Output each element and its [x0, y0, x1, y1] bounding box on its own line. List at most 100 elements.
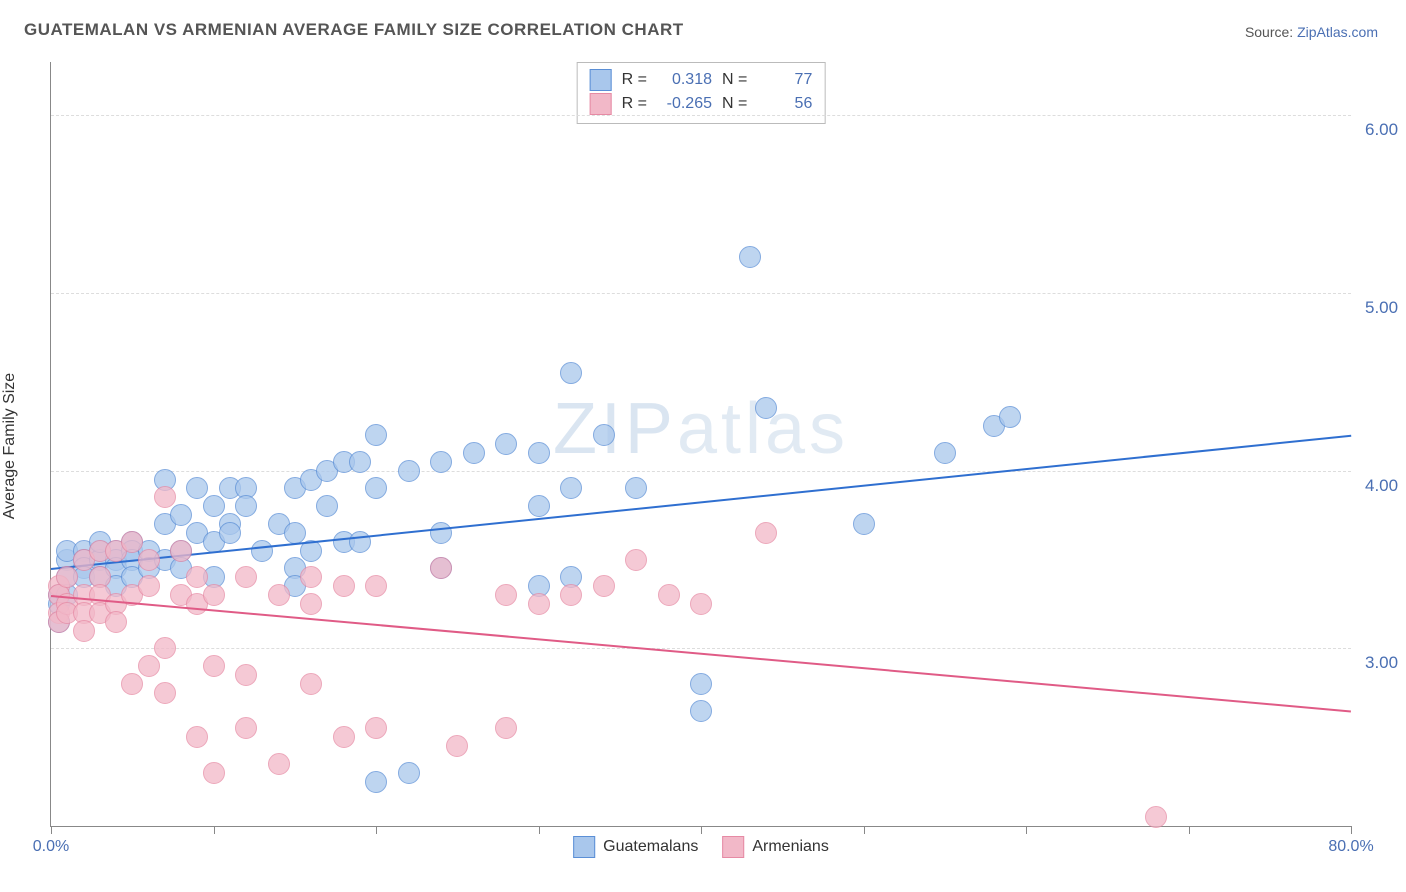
x-tick [214, 826, 215, 834]
data-point [333, 575, 355, 597]
legend-label: Armenians [752, 838, 828, 856]
data-point [528, 495, 550, 517]
data-point [333, 726, 355, 748]
data-point [446, 735, 468, 757]
data-point [235, 664, 257, 686]
data-point [690, 593, 712, 615]
data-point [138, 549, 160, 571]
n-label: N = [722, 71, 747, 89]
data-point [138, 575, 160, 597]
gridline [51, 293, 1351, 294]
data-point [528, 593, 550, 615]
x-tick [864, 826, 865, 834]
r-label: R = [622, 71, 647, 89]
x-tick [701, 826, 702, 834]
data-point [170, 504, 192, 526]
data-point [625, 477, 647, 499]
data-point [365, 477, 387, 499]
data-point [365, 424, 387, 446]
data-point [284, 522, 306, 544]
data-point [560, 584, 582, 606]
data-point [105, 611, 127, 633]
gridline [51, 115, 1351, 116]
data-point [495, 584, 517, 606]
data-point [365, 575, 387, 597]
x-tick [51, 826, 52, 834]
data-point [268, 753, 290, 775]
data-point [121, 673, 143, 695]
data-point [495, 433, 517, 455]
legend-item: Guatemalans [573, 836, 698, 858]
gridline [51, 471, 1351, 472]
data-point [495, 717, 517, 739]
data-point [203, 495, 225, 517]
x-tick [1026, 826, 1027, 834]
r-value: 0.318 [657, 71, 712, 89]
data-point [430, 522, 452, 544]
data-point [203, 584, 225, 606]
data-point [316, 495, 338, 517]
data-point [349, 531, 371, 553]
n-value: 77 [757, 71, 812, 89]
swatch-icon [573, 836, 595, 858]
data-point [690, 673, 712, 695]
n-value: 56 [757, 95, 812, 113]
data-point [625, 549, 647, 571]
data-point [853, 513, 875, 535]
data-point [300, 566, 322, 588]
data-point [138, 655, 160, 677]
data-point [235, 566, 257, 588]
swatch-icon [722, 836, 744, 858]
data-point [268, 584, 290, 606]
x-tick-label: 80.0% [1328, 838, 1373, 856]
swatch-icon [590, 93, 612, 115]
data-point [690, 700, 712, 722]
plot-area: ZIPatlas R = 0.318 N = 77 R = -0.265 N =… [50, 62, 1351, 827]
legend-item: Armenians [722, 836, 828, 858]
r-label: R = [622, 95, 647, 113]
data-point [365, 717, 387, 739]
swatch-icon [590, 69, 612, 91]
data-point [398, 460, 420, 482]
data-point [73, 620, 95, 642]
data-point [154, 486, 176, 508]
data-point [219, 522, 241, 544]
data-point [186, 477, 208, 499]
legend-label: Guatemalans [603, 838, 698, 856]
data-point [430, 557, 452, 579]
x-tick [539, 826, 540, 834]
data-point [154, 637, 176, 659]
chart-title: GUATEMALAN VS ARMENIAN AVERAGE FAMILY SI… [24, 20, 684, 40]
source-prefix: Source: [1245, 24, 1297, 40]
data-point [739, 246, 761, 268]
data-point [430, 451, 452, 473]
data-point [56, 566, 78, 588]
x-tick [1351, 826, 1352, 834]
gridline [51, 648, 1351, 649]
x-tick [1189, 826, 1190, 834]
data-point [203, 655, 225, 677]
source-label: Source: ZipAtlas.com [1245, 24, 1378, 40]
data-point [235, 495, 257, 517]
data-point [934, 442, 956, 464]
data-point [755, 397, 777, 419]
data-point [999, 406, 1021, 428]
stats-row: R = -0.265 N = 56 [590, 93, 813, 115]
data-point [560, 362, 582, 384]
data-point [300, 593, 322, 615]
data-point [398, 762, 420, 784]
data-point [170, 540, 192, 562]
data-point [186, 726, 208, 748]
data-point [1145, 806, 1167, 828]
data-point [560, 477, 582, 499]
data-point [658, 584, 680, 606]
data-point [186, 566, 208, 588]
data-point [121, 531, 143, 553]
data-point [349, 451, 371, 473]
data-point [251, 540, 273, 562]
data-point [593, 575, 615, 597]
stats-row: R = 0.318 N = 77 [590, 69, 813, 91]
source-link[interactable]: ZipAtlas.com [1297, 24, 1378, 40]
data-point [755, 522, 777, 544]
data-point [463, 442, 485, 464]
